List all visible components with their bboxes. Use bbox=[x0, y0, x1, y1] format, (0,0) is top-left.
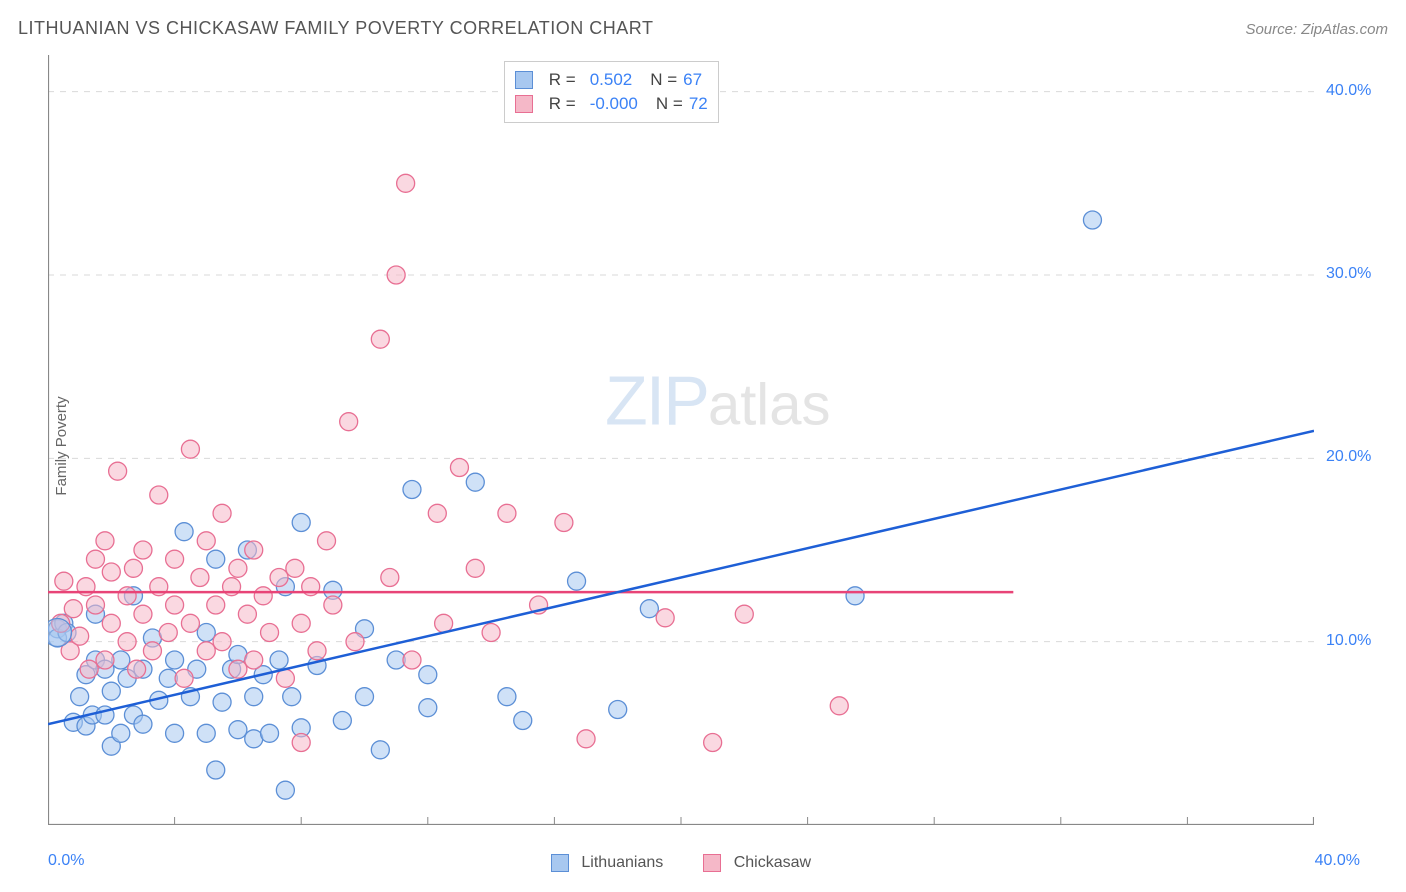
legend-item-chickasaw: Chickasaw bbox=[703, 854, 811, 872]
legend-label: Chickasaw bbox=[734, 854, 811, 871]
stat-row-series-0: R = 0.502 N = 67 bbox=[515, 68, 708, 92]
stat-swatch bbox=[515, 95, 533, 113]
r-label: R = bbox=[549, 92, 576, 116]
n-label: N = bbox=[656, 92, 683, 116]
legend-item-lithuanians: Lithuanians bbox=[551, 854, 663, 872]
y-tick-label: 30.0% bbox=[1326, 265, 1371, 283]
correlation-stats-box: R = 0.502 N = 67 R = -0.000 N = 72 bbox=[504, 61, 719, 123]
y-tick-label: 20.0% bbox=[1326, 448, 1371, 466]
plot-area: ZIPatlas bbox=[48, 55, 1314, 825]
scatter-chart: ZIPatlas bbox=[48, 55, 1314, 825]
y-tick-label: 40.0% bbox=[1326, 82, 1371, 100]
chart-header: LITHUANIAN VS CHICKASAW FAMILY POVERTY C… bbox=[18, 18, 1388, 39]
r-value: 0.502 bbox=[590, 68, 633, 92]
x-axis-max: 40.0% bbox=[1315, 852, 1360, 870]
stat-row-series-1: R = -0.000 N = 72 bbox=[515, 92, 708, 116]
n-value: 67 bbox=[683, 68, 702, 92]
n-label: N = bbox=[650, 68, 677, 92]
source-attribution: Source: ZipAtlas.com bbox=[1245, 21, 1388, 38]
chart-title: LITHUANIAN VS CHICKASAW FAMILY POVERTY C… bbox=[18, 18, 653, 39]
r-label: R = bbox=[549, 68, 576, 92]
y-tick-label: 10.0% bbox=[1326, 632, 1371, 650]
svg-text:ZIPatlas: ZIPatlas bbox=[605, 362, 830, 440]
swatch-chickasaw bbox=[703, 854, 721, 872]
stat-swatch bbox=[515, 71, 533, 89]
n-value: 72 bbox=[689, 92, 708, 116]
r-value: -0.000 bbox=[590, 92, 638, 116]
legend-label: Lithuanians bbox=[581, 854, 663, 871]
swatch-lithuanians bbox=[551, 854, 569, 872]
series-legend: Lithuanians Chickasaw bbox=[48, 854, 1314, 872]
